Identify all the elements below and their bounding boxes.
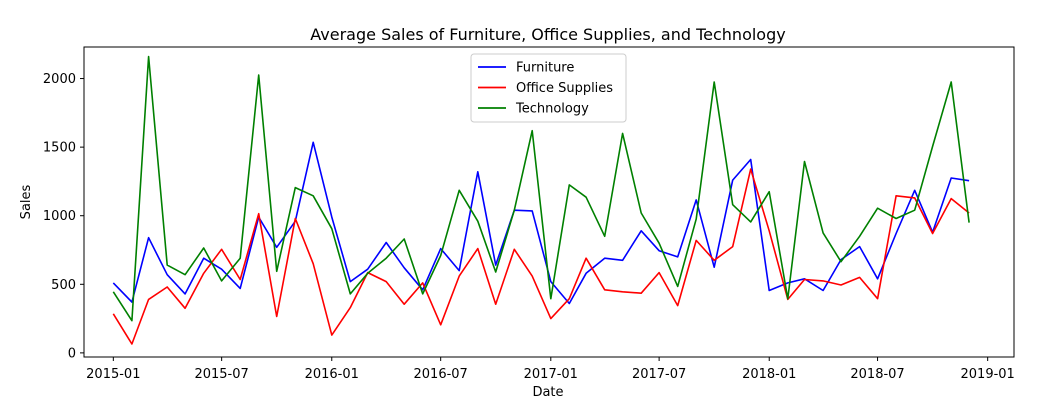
x-tick-label: 2016-01	[305, 367, 359, 382]
x-axis-ticks: 2015-01 2015-07 2016-01 2016-07 2017-01 2017-…	[86, 357, 1015, 382]
x-tick-label: 2018-01	[742, 367, 796, 382]
y-tick-label: 0	[68, 346, 76, 361]
y-tick-label: 2000	[43, 72, 76, 87]
x-tick-label: 2019-01	[961, 367, 1015, 382]
x-tick-label: 2018-07	[850, 367, 904, 382]
y-tick-label: 500	[51, 278, 76, 293]
legend-box	[470, 53, 627, 123]
x-tick-label: 2015-01	[86, 367, 140, 382]
legend: Furniture Office Supplies Technology	[470, 53, 627, 123]
x-tick-label: 2016-07	[414, 367, 468, 382]
y-axis-label: Sales	[19, 184, 34, 219]
series-line-office-supplies	[112, 168, 970, 345]
y-axis-ticks: 0 500 1000 1500 2000	[43, 72, 84, 361]
legend-label-furniture: Furniture	[516, 61, 574, 76]
x-tick-label: 2015-07	[194, 367, 248, 382]
plot-lines	[112, 55, 970, 345]
series-line-furniture	[112, 141, 970, 305]
x-tick-label: 2017-01	[524, 367, 578, 382]
y-tick-label: 1000	[43, 209, 76, 224]
x-tick-label: 2017-07	[632, 367, 686, 382]
x-axis-label: Date	[532, 385, 563, 400]
chart-title: Average Sales of Furniture, Office Suppl…	[310, 25, 785, 44]
y-tick-label: 1500	[43, 141, 76, 156]
legend-label-office-supplies: Office Supplies	[516, 81, 613, 96]
legend-label-technology: Technology	[515, 102, 589, 117]
plot-frame	[83, 46, 1015, 358]
series-line-technology	[112, 55, 970, 322]
